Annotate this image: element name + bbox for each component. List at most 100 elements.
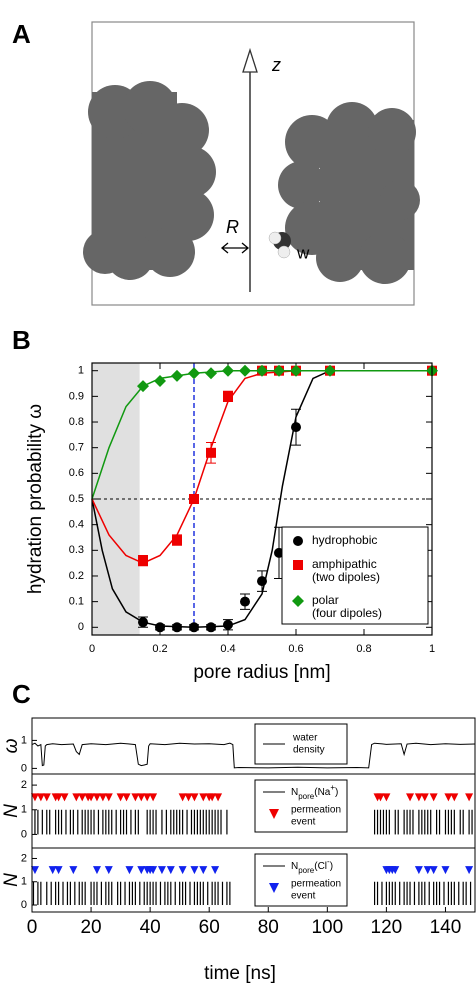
y-tick-label: 0.2 <box>69 570 84 582</box>
x-axis-label: pore radius [nm] <box>193 662 330 683</box>
permeation-event <box>122 793 131 802</box>
left-wall <box>83 81 216 280</box>
y-axis-label: N <box>1 804 22 818</box>
permeation-event <box>48 866 57 875</box>
permeation-event <box>429 793 438 802</box>
y-tick-label: 1 <box>21 734 27 746</box>
y-tick-label: 0 <box>21 828 27 840</box>
data-point <box>291 422 301 433</box>
permeation-event <box>36 793 45 802</box>
panel-label: C <box>12 679 31 709</box>
x-tick-label: 20 <box>80 917 101 938</box>
permeation-event <box>382 793 391 802</box>
legend-marker <box>269 809 279 819</box>
permeation-event <box>137 866 146 875</box>
legend-label: permeation <box>291 879 341 890</box>
plot-frame <box>91 362 433 636</box>
permeation-event <box>178 866 187 875</box>
legend-label: permeation <box>291 805 341 816</box>
data-point <box>138 555 148 566</box>
y-tick-label: 0.8 <box>69 416 84 428</box>
data-point <box>257 576 267 587</box>
permeation-event <box>406 793 415 802</box>
legend-box <box>254 853 348 907</box>
x-tick-label: 120 <box>371 917 403 938</box>
legend-marker <box>269 883 279 893</box>
legend-label: polar <box>312 593 339 607</box>
data-point <box>324 364 336 377</box>
x-tick-label: 0.6 <box>288 643 303 655</box>
legend-label: event <box>291 891 316 902</box>
y-tick-label: 0.7 <box>69 442 84 454</box>
data-point <box>240 596 250 607</box>
data-point <box>290 364 302 377</box>
data-point <box>171 369 183 382</box>
permeation-event <box>54 866 63 875</box>
legend-marker <box>292 595 304 607</box>
y-tick-label: 0.9 <box>69 390 84 402</box>
permeation-event <box>149 793 158 802</box>
legend-label-part: ) <box>335 787 338 798</box>
permeation-event <box>137 793 146 802</box>
legend-label: hydrophobic <box>312 533 377 547</box>
y-tick-label: 0.1 <box>69 596 84 608</box>
y-tick-label: 0.5 <box>69 493 84 505</box>
legend-note: (four dipoles) <box>312 606 382 620</box>
permeation-event <box>208 793 217 802</box>
data-point <box>223 391 233 402</box>
fit-curve <box>91 369 432 500</box>
legend-label: event <box>291 817 316 828</box>
permeation-event <box>465 866 474 875</box>
permeation-event <box>190 793 199 802</box>
data-point <box>154 374 166 387</box>
permeation-event <box>87 793 96 802</box>
y-tick-label: 1 <box>21 804 27 816</box>
y-tick-label: 0.3 <box>69 544 84 556</box>
x-tick-label: 100 <box>311 917 343 938</box>
permeation-event <box>391 866 400 875</box>
y-tick-label: 0 <box>21 762 27 774</box>
legend-label: Npore(Cl-) <box>291 857 333 875</box>
permeation-event <box>69 866 78 875</box>
data-point <box>206 447 216 458</box>
data-point <box>222 364 234 377</box>
permeation-event <box>441 866 450 875</box>
legend-marker <box>293 560 303 570</box>
panel-label: A <box>12 19 31 49</box>
x-tick-label: 80 <box>258 917 279 938</box>
water-label: w <box>296 243 310 262</box>
x-tick-label: 140 <box>430 917 462 938</box>
y-axis-label: N <box>1 873 22 887</box>
legend-label-part: N <box>291 787 298 798</box>
data-point <box>188 367 200 380</box>
permeation-event <box>149 866 158 875</box>
legend-label-part: - <box>327 857 330 866</box>
permeation-event <box>199 866 208 875</box>
permeation-event <box>214 793 223 802</box>
x-tick-label: 0 <box>89 643 95 655</box>
panel-label: B <box>12 325 31 355</box>
permeation-event <box>444 793 453 802</box>
legend-label: Npore(Na+) <box>291 783 338 801</box>
radius-arrow <box>220 242 250 254</box>
permeation-event <box>450 793 459 802</box>
data-point <box>205 367 217 380</box>
permeation-event <box>104 866 113 875</box>
permeation-event <box>92 793 101 802</box>
data-point <box>256 364 268 377</box>
data-point <box>138 617 148 628</box>
legend-label-part: ) <box>330 861 333 872</box>
y-tick-label: 0.4 <box>69 519 84 531</box>
permeation-event <box>30 866 39 875</box>
legend-label: density <box>293 745 325 756</box>
legend-label-part: N <box>291 861 298 872</box>
permeation-event <box>420 793 429 802</box>
permeation-event <box>98 793 107 802</box>
permeation-event <box>414 793 423 802</box>
data-point <box>239 364 251 377</box>
permeation-event <box>414 866 423 875</box>
x-tick-label: 0.4 <box>220 643 235 655</box>
pore-diagram: z R w <box>83 21 420 306</box>
data-point <box>172 535 182 546</box>
